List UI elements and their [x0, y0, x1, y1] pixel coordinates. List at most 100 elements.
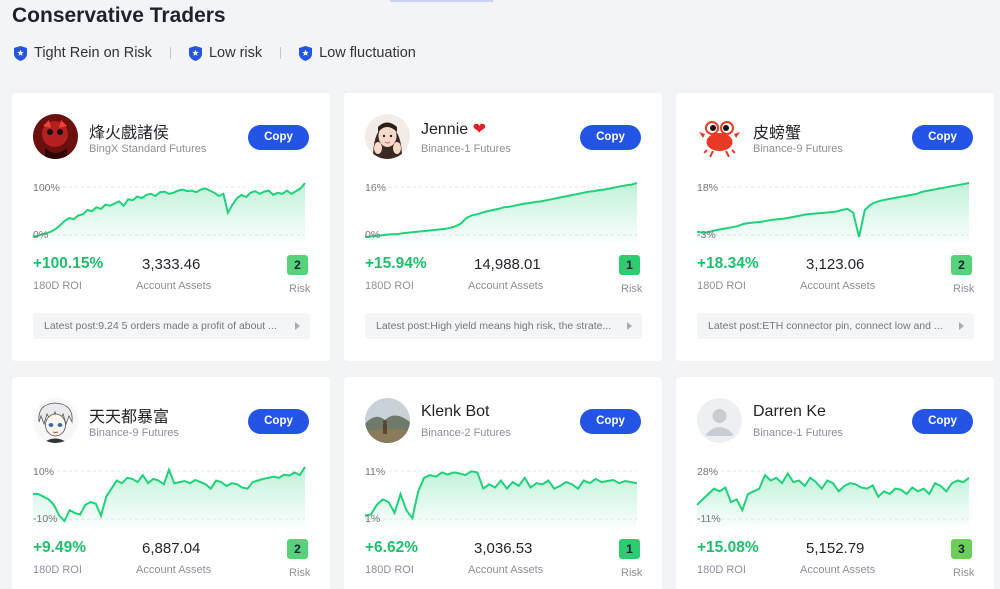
account-assets-value: 3,123.06	[806, 256, 865, 273]
tag-label: Low fluctuation	[319, 45, 416, 61]
account-assets-value: 14,988.01	[474, 256, 541, 273]
copy-button[interactable]: Copy	[912, 125, 973, 150]
shield-star-icon	[299, 45, 313, 61]
chart-line	[33, 466, 306, 523]
chart-line	[364, 470, 638, 521]
chart-y-min-label: 0%	[33, 229, 49, 241]
tag-low-fluctuation: Low fluctuation	[299, 45, 416, 61]
copy-button[interactable]: Copy	[580, 409, 641, 434]
roi-label: 180D ROI	[697, 280, 746, 292]
latest-post[interactable]: Latest post:9.24 5 orders made a profit …	[33, 313, 310, 339]
trader-card[interactable]: 烽火戲諸侯 BingX Standard Futures Copy 100% 0…	[12, 93, 330, 361]
chart-line	[364, 182, 638, 238]
trader-exchange: Binance-9 Futures	[753, 143, 843, 155]
landscape-avatar	[365, 398, 410, 443]
chart-area	[33, 467, 305, 527]
latest-post[interactable]: Latest post:ETH connector pin, connect l…	[697, 313, 974, 339]
roi-value: +6.62%	[365, 539, 419, 556]
roi-value: +9.49%	[33, 539, 87, 556]
chart-y-max-label: 16%	[365, 182, 387, 194]
roi-chart: 16% 0%	[364, 177, 638, 243]
page-title: Conservative Traders	[12, 4, 226, 27]
chart-y-max-label: 18%	[697, 182, 719, 194]
trader-exchange: Binance-1 Futures	[421, 143, 511, 155]
account-assets-label: Account Assets	[136, 280, 212, 292]
red-creature-avatar	[33, 114, 78, 159]
chart-y-max-label: 11%	[365, 466, 386, 478]
trader-avatar[interactable]	[33, 398, 78, 443]
trader-exchange: Binance-9 Futures	[89, 427, 179, 439]
trader-name[interactable]: Klenk Bot	[421, 403, 490, 420]
roi-label: 180D ROI	[365, 564, 414, 576]
trader-card[interactable]: Darren Ke Binance-1 Futures Copy 28% -11…	[676, 377, 994, 589]
chart-y-max-label: 10%	[33, 466, 55, 478]
roi-value: +100.15%	[33, 255, 104, 272]
risk-badge: 3	[951, 539, 972, 559]
account-assets-value: 5,152.79	[806, 540, 865, 557]
trader-name[interactable]: 天天都暴富	[89, 409, 170, 426]
girl-photo-avatar	[365, 114, 410, 159]
trader-card[interactable]: Jennie ❤ Binance-1 Futures Copy 16% 0% +…	[344, 93, 662, 361]
trader-name[interactable]: 烽火戲諸侯	[89, 125, 170, 142]
roi-value: +15.94%	[365, 255, 427, 272]
chevron-right-icon	[959, 322, 964, 330]
chart-area	[365, 471, 637, 527]
copy-button[interactable]: Copy	[912, 409, 973, 434]
copy-button[interactable]: Copy	[248, 125, 309, 150]
latest-post-text: Latest post:High yield means high risk, …	[376, 320, 612, 332]
roi-value: +15.08%	[697, 539, 759, 556]
crab-avatar	[697, 114, 742, 159]
shield-star-icon	[188, 45, 202, 61]
chart-y-min-label: -11%	[697, 513, 721, 525]
roi-label: 180D ROI	[697, 564, 746, 576]
trader-avatar[interactable]	[365, 114, 410, 159]
chart-y-max-label: 28%	[697, 466, 719, 478]
tag-tight-rein: Tight Rein on Risk	[14, 45, 152, 61]
roi-chart-svg	[32, 182, 306, 243]
chart-y-min-label: 1%	[365, 513, 381, 525]
account-assets-label: Account Assets	[468, 280, 544, 292]
risk-badge: 2	[287, 539, 308, 559]
risk-badge: 2	[287, 255, 308, 275]
chart-y-max-label: 100%	[33, 182, 60, 194]
account-assets-value: 6,887.04	[142, 540, 201, 557]
chart-area	[697, 183, 969, 243]
trader-avatar[interactable]	[33, 114, 78, 159]
chart-y-min-label: 0%	[365, 229, 381, 241]
chart-y-min-label: -10%	[33, 513, 58, 525]
trader-name[interactable]: Darren Ke	[753, 403, 826, 420]
latest-post-text: Latest post:ETH connector pin, connect l…	[708, 320, 943, 332]
chart-line	[696, 182, 970, 238]
roi-chart: 28% -11%	[696, 461, 970, 527]
chart-area	[365, 183, 637, 243]
roi-chart: 11% 1%	[364, 461, 638, 527]
copy-button[interactable]: Copy	[248, 409, 309, 434]
default-user-avatar	[697, 398, 742, 443]
roi-chart: 100% 0%	[32, 177, 306, 243]
chart-area	[33, 183, 305, 243]
trader-exchange: BingX Standard Futures	[89, 143, 207, 155]
tag-divider	[280, 47, 282, 59]
trader-name[interactable]: Jennie ❤	[421, 121, 487, 138]
latest-post[interactable]: Latest post:High yield means high risk, …	[365, 313, 642, 339]
roi-chart: 10% -10%	[33, 461, 306, 527]
active-tab-indicator	[390, 0, 493, 2]
risk-label: Risk	[289, 283, 311, 295]
tag-list: Tight Rein on Risk Low risk Low fluctuat…	[14, 45, 416, 61]
roi-value: +18.34%	[697, 255, 759, 272]
account-assets-label: Account Assets	[800, 564, 876, 576]
trader-card[interactable]: Klenk Bot Binance-2 Futures Copy 11% 1% …	[344, 377, 662, 589]
shield-star-icon	[14, 45, 27, 61]
trader-name[interactable]: 皮螃蟹	[753, 125, 802, 142]
trader-avatar[interactable]	[365, 398, 410, 443]
trader-card[interactable]: 天天都暴富 Binance-9 Futures Copy 10% -10% +9…	[12, 377, 330, 589]
account-assets-label: Account Assets	[800, 280, 876, 292]
risk-label: Risk	[953, 283, 975, 295]
trader-avatar[interactable]	[697, 114, 742, 159]
trader-card[interactable]: 皮螃蟹 Binance-9 Futures Copy 18% -3% +18.3…	[676, 93, 994, 361]
trader-avatar[interactable]	[697, 398, 742, 443]
risk-badge: 1	[619, 539, 640, 559]
account-assets-value: 3,036.53	[474, 540, 533, 557]
copy-button[interactable]: Copy	[580, 125, 641, 150]
tag-low-risk: Low risk	[188, 45, 262, 61]
